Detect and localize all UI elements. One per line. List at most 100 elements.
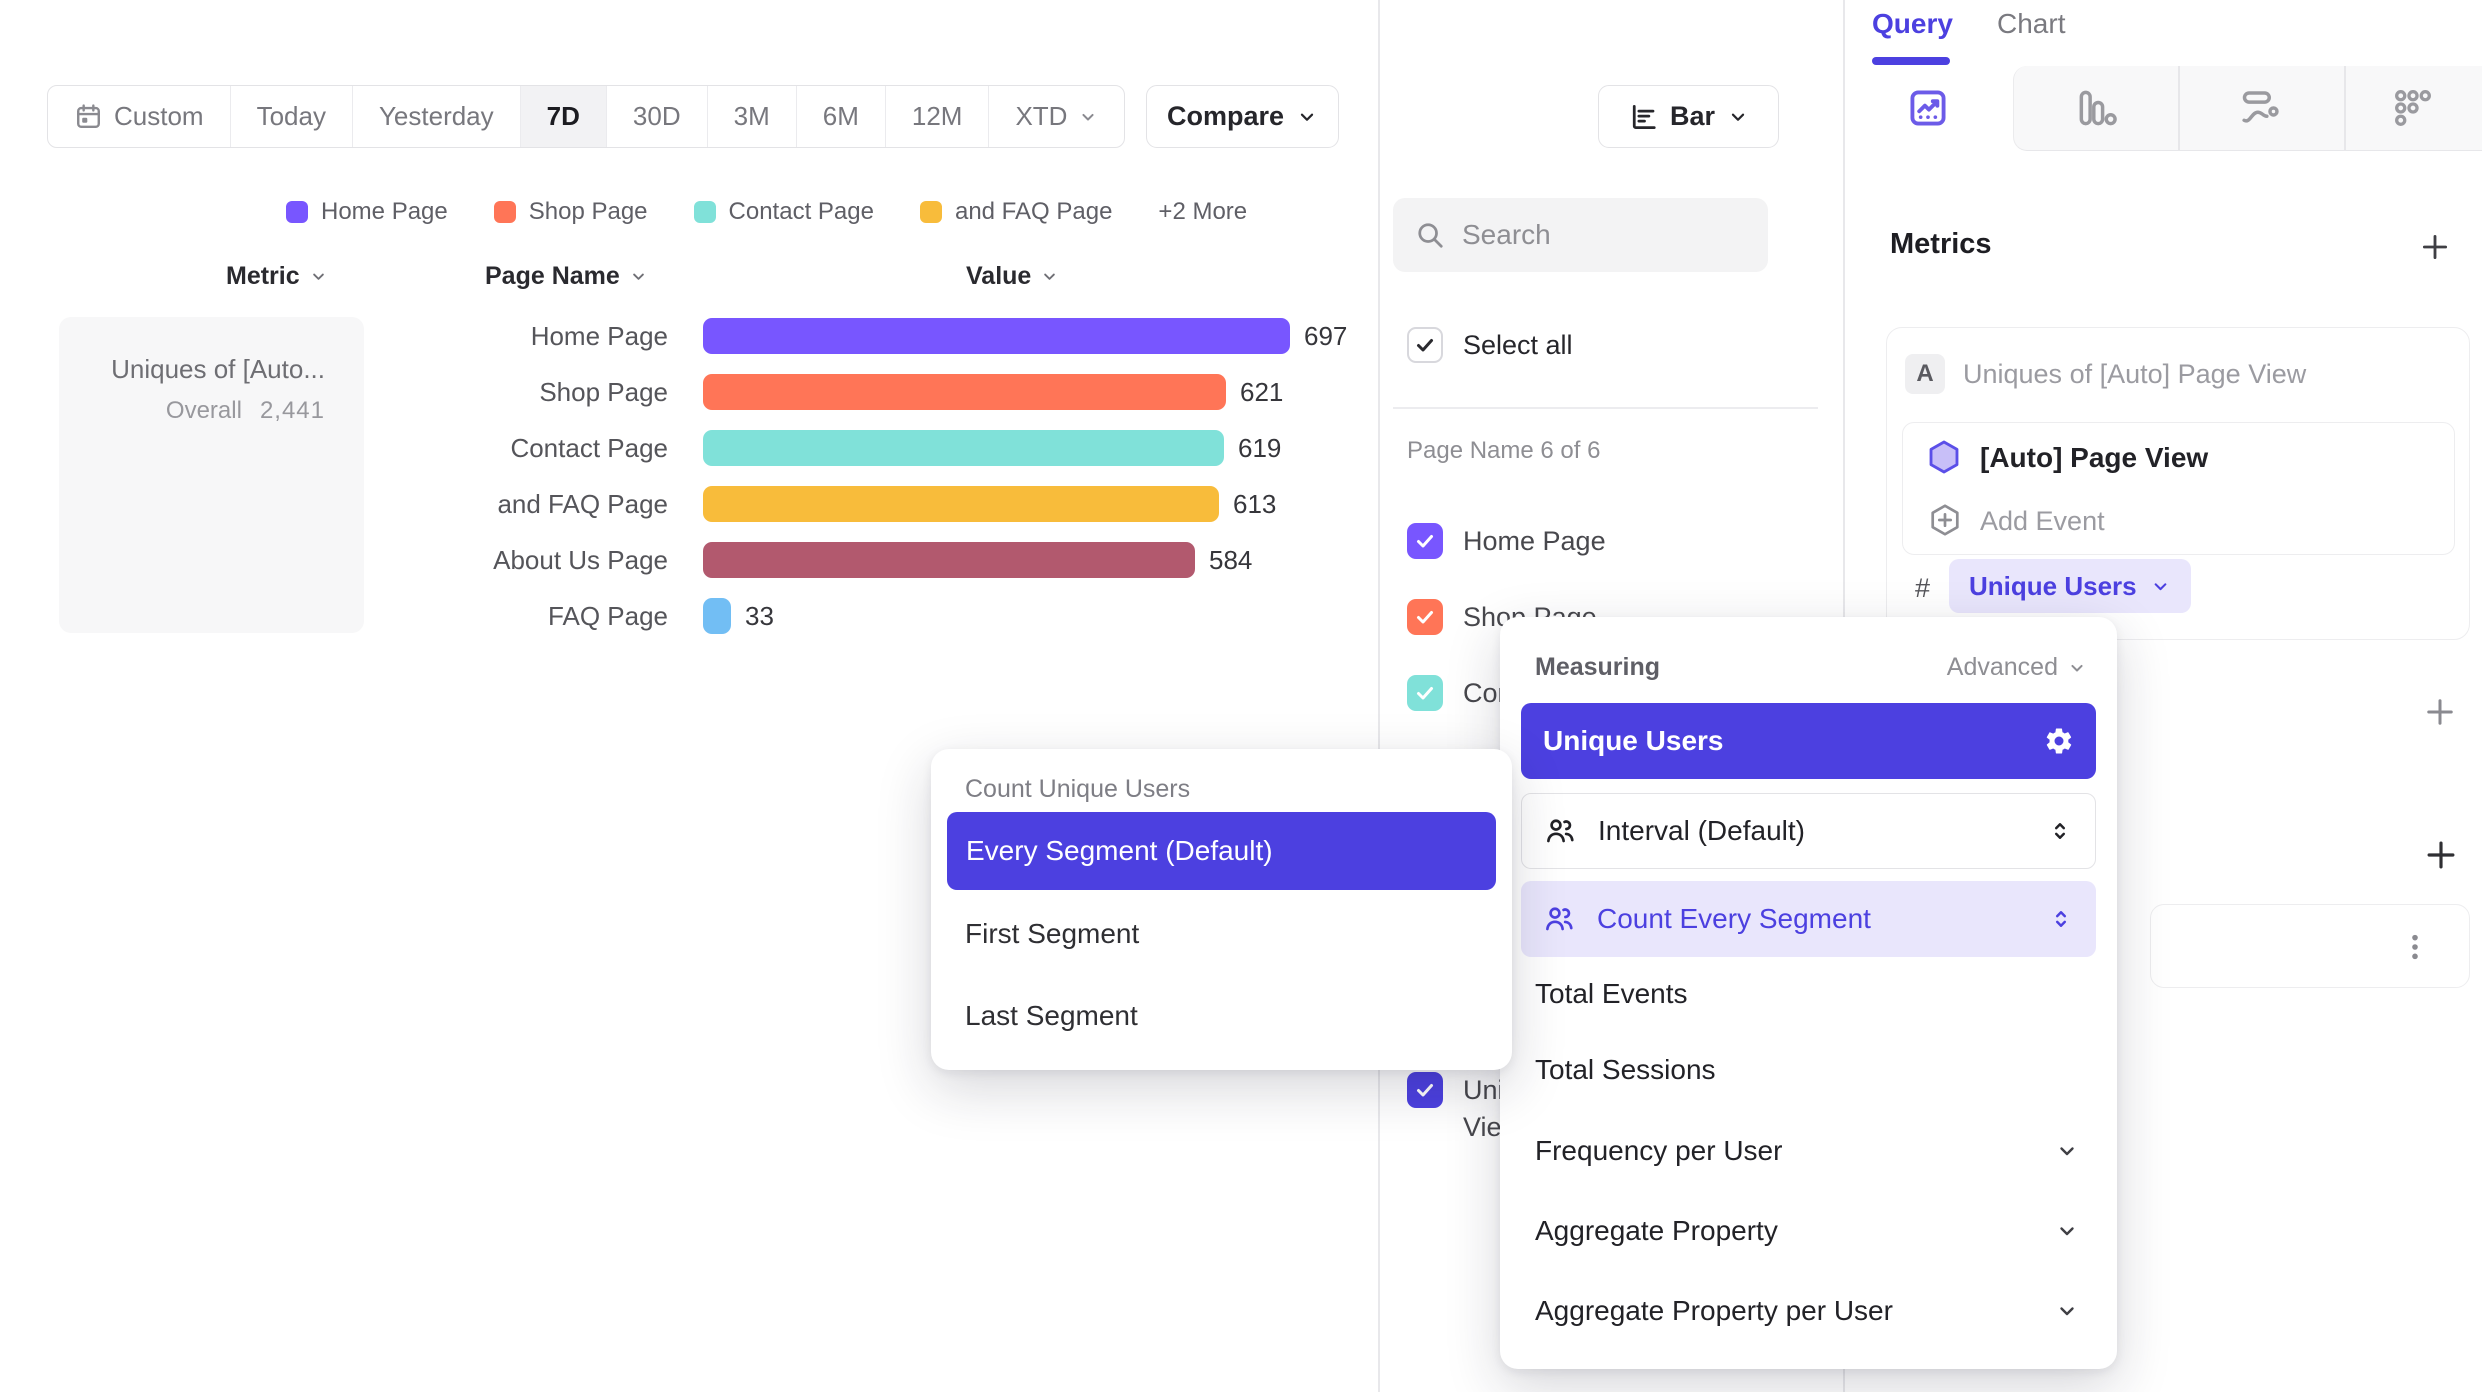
bar[interactable] xyxy=(703,598,731,634)
bar-value: 584 xyxy=(1209,544,1253,575)
measuring-popup: Measuring Advanced Unique Users Interval… xyxy=(1500,617,2117,1369)
measuring-option-label: Total Sessions xyxy=(1535,1054,1716,1085)
column-header-metric[interactable]: Metric xyxy=(226,262,328,291)
filter-checkbox[interactable] xyxy=(1407,675,1443,711)
filter-checkbox[interactable] xyxy=(1407,523,1443,559)
segment-option-last-segment[interactable]: Last Segment xyxy=(965,1000,1138,1032)
measuring-option-total-sessions[interactable]: Total Sessions xyxy=(1535,1054,2079,1086)
legend-swatch xyxy=(493,201,516,223)
bar-row: FAQ Page 33 xyxy=(380,588,1347,644)
segment-option-label: Every Segment (Default) xyxy=(966,835,1273,866)
bar[interactable] xyxy=(703,374,1226,410)
add-breakdown-icon[interactable] xyxy=(2422,836,2460,874)
measuring-option-label: Aggregate Property per User xyxy=(1535,1295,1893,1326)
range-30d[interactable]: 30D xyxy=(607,86,708,147)
date-range-toolbar: Custom Today Yesterday 7D 30D 3M 6M 12M … xyxy=(47,85,1126,148)
measuring-option-unique-users[interactable]: Unique Users xyxy=(1521,703,2096,779)
check-icon xyxy=(1413,1078,1437,1102)
legend-item[interactable]: Shop Page xyxy=(493,198,648,226)
filter-checkbox[interactable] xyxy=(1407,1072,1443,1108)
advanced-dropdown[interactable]: Advanced xyxy=(1947,653,2087,682)
measuring-option-total-events[interactable]: Total Events xyxy=(1535,978,2079,1010)
metric-name: Uniques of [Auto] Page View xyxy=(1963,359,2307,389)
measuring-control-count-every-segment[interactable]: Count Every Segment xyxy=(1521,881,2096,957)
legend-item[interactable]: Home Page xyxy=(286,198,448,226)
column-header-value[interactable]: Value xyxy=(966,262,1059,291)
measuring-option-label: Frequency per User xyxy=(1535,1135,1783,1166)
range-6m[interactable]: 6M xyxy=(797,86,886,147)
paths-chart-icon[interactable] xyxy=(2391,86,2435,130)
range-today[interactable]: Today xyxy=(231,86,353,147)
search-placeholder: Search xyxy=(1462,219,1551,250)
range-12m[interactable]: 12M xyxy=(886,86,990,147)
bar-value: 697 xyxy=(1304,320,1348,351)
legend-swatch xyxy=(919,201,942,223)
bar-track xyxy=(703,318,1290,354)
divider xyxy=(1393,407,1818,409)
select-all-checkbox[interactable] xyxy=(1407,327,1443,363)
chart-type-button[interactable]: Bar xyxy=(1598,85,1779,148)
add-filter-icon[interactable] xyxy=(2422,694,2458,730)
range-xtd[interactable]: XTD xyxy=(989,86,1124,147)
chevron-down-icon xyxy=(309,267,328,286)
sort-updown-icon xyxy=(2047,818,2073,844)
event-name[interactable]: [Auto] Page View xyxy=(1980,442,2209,473)
range-custom[interactable]: Custom xyxy=(48,86,231,147)
bar-track xyxy=(703,430,1224,466)
range-label: 30D xyxy=(632,101,681,131)
more-options-icon[interactable] xyxy=(2399,931,2431,963)
compare-button[interactable]: Compare xyxy=(1146,85,1339,148)
bar[interactable] xyxy=(703,430,1224,466)
range-label: 7D xyxy=(546,101,580,131)
check-icon xyxy=(1413,681,1437,705)
segment-popup-title: Count Unique Users xyxy=(965,775,1191,803)
metric-cell[interactable]: Uniques of [Auto... Overall 2,441 xyxy=(59,317,364,633)
range-label: Custom xyxy=(114,101,204,131)
measuring-option-frequency-per-user[interactable]: Frequency per User xyxy=(1535,1135,2079,1167)
active-tab-underline xyxy=(1872,57,1950,65)
search-input[interactable]: Search xyxy=(1393,198,1768,272)
filter-checkbox[interactable] xyxy=(1407,599,1443,635)
measurement-dropdown[interactable]: Unique Users xyxy=(1949,559,2191,613)
divider xyxy=(2178,66,2180,150)
range-7d[interactable]: 7D xyxy=(520,86,607,147)
bar[interactable] xyxy=(703,486,1219,522)
bar-row: Shop Page 621 xyxy=(380,364,1347,420)
measuring-option-aggregate-property-per-user[interactable]: Aggregate Property per User xyxy=(1535,1295,2079,1327)
tab-chart[interactable]: Chart xyxy=(1997,8,2066,39)
range-label: 3M xyxy=(733,101,770,131)
column-header-page-name[interactable]: Page Name xyxy=(485,262,648,291)
panel-divider xyxy=(1378,0,1380,1392)
insights-chart-icon[interactable] xyxy=(1906,86,1950,130)
legend-item[interactable]: and FAQ Page xyxy=(919,198,1112,226)
chevron-down-icon xyxy=(2150,576,2171,597)
event-card: [Auto] Page View Add Event xyxy=(1902,422,2455,555)
measuring-control-label: Count Every Segment xyxy=(1597,903,1871,934)
add-event-button[interactable]: Add Event xyxy=(1980,506,2105,536)
range-3m[interactable]: 3M xyxy=(708,86,797,147)
segment-option-first-segment[interactable]: First Segment xyxy=(965,918,1139,950)
bar[interactable] xyxy=(703,542,1195,578)
select-all-row: Select all xyxy=(1407,327,1573,363)
gear-icon[interactable] xyxy=(2044,726,2074,756)
horizontal-bars-icon xyxy=(1628,102,1658,132)
measuring-control-interval[interactable]: Interval (Default) xyxy=(1521,793,2096,869)
chart-type-label: Bar xyxy=(1669,101,1716,131)
add-metric-icon[interactable] xyxy=(2418,230,2452,264)
segment-option-every-segment[interactable]: Every Segment (Default) xyxy=(947,812,1496,890)
overall-label: Overall xyxy=(165,397,242,424)
bar[interactable] xyxy=(703,318,1290,354)
measuring-option-label: Total Events xyxy=(1535,978,1688,1009)
flows-chart-icon[interactable] xyxy=(2239,86,2283,130)
legend-swatch xyxy=(286,201,308,223)
tab-query[interactable]: Query xyxy=(1872,8,1953,39)
legend-more[interactable]: +2 More xyxy=(1158,198,1247,226)
legend-item[interactable]: Contact Page xyxy=(693,198,874,226)
chevron-down-icon xyxy=(2055,1219,2079,1243)
range-yesterday[interactable]: Yesterday xyxy=(353,86,521,147)
event-hexagon-icon xyxy=(1925,438,1963,476)
funnels-chart-icon[interactable] xyxy=(2074,86,2118,130)
chevron-down-icon xyxy=(1296,106,1318,128)
column-header-label: Metric xyxy=(226,262,300,290)
measuring-option-aggregate-property[interactable]: Aggregate Property xyxy=(1535,1215,2079,1247)
